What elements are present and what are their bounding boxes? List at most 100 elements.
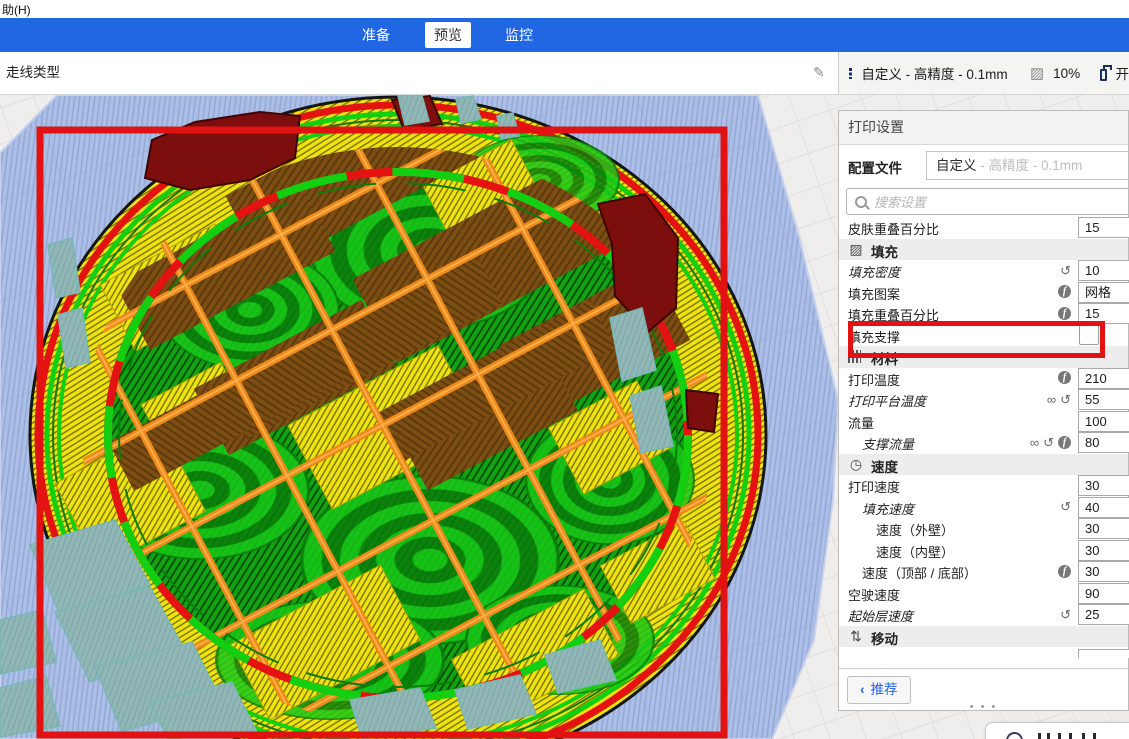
top-bottom-speed-value[interactable]: 30 [1078,561,1129,582]
top-bottom-speed-label: 速度（顶部 / 底部） [862,566,977,581]
row-icons: ∞ ↺ [1047,391,1071,407]
stage-bar: 准备 预览 监控 [0,18,1129,52]
print-settings-summary-bar[interactable]: 自定义 - 高精度 - 0.1mm ▨ 10% 开 [838,52,1129,94]
infill-pattern-value[interactable]: 网格 [1078,281,1129,303]
print-speed-value[interactable]: 30 [1078,475,1129,496]
row-icons: ↺ [1060,262,1071,278]
profile-row: 配置文件 自定义 - 高精度 - 0.1mm [839,151,1128,180]
tab-prepare[interactable]: 准备 [362,27,390,43]
row-icons: f [1058,305,1071,321]
print-temperature: 打印温度 f 210 [839,367,1129,390]
infill-section-icon: ▨ [849,240,863,257]
partial-value-box [1078,649,1129,658]
flow-label: 流量 [848,415,875,431]
fx-icon: f [1058,306,1071,320]
initial-layer-speed: 起始层速度 ↺ 25 [839,604,1129,626]
travel-speed-value[interactable]: 90 [1078,582,1129,604]
tab-preview[interactable]: 预览 [425,22,471,48]
infill-support: 填充支撑 [839,324,1128,347]
outer-wall-speed-label: 速度（外壁） [876,523,955,538]
chevron-left-icon: ‹ [860,682,865,697]
print-temperature-value[interactable]: 210 [1078,367,1129,389]
revert-icon[interactable]: ↺ [1060,391,1071,407]
revert-icon[interactable]: ↺ [1060,262,1071,278]
menu-bar: 助(H) [0,0,1129,18]
section-travel[interactable]: ⇅ 移动 [839,625,1128,647]
inner-wall-speed-value[interactable]: 30 [1078,539,1129,561]
section-label: 填充 [871,244,898,260]
skin-overlap-label: 皮肤重叠百分比 [848,222,940,237]
setting-highlight-annotation [848,321,1105,358]
row-icons: f [1058,370,1071,386]
initial-layer-speed-value[interactable]: 25 [1078,604,1129,625]
pencil-icon[interactable]: ✎ [813,64,825,80]
infill-density-value[interactable]: 10 [1078,260,1129,281]
row-icons: ↺ [1060,499,1071,515]
infill-speed-value[interactable]: 40 [1078,496,1129,518]
section-infill[interactable]: ▨ 填充 [839,238,1128,260]
inner-wall-speed-label: 速度（内壁） [876,544,955,560]
bed-temperature-label: 打印平台温度 [848,394,927,409]
infill-overlap-label: 填充重叠百分比 [848,308,940,323]
fx-icon: f [1058,371,1071,384]
tab-monitor[interactable]: 监控 [505,27,533,43]
recommended-label: 推荐 [870,682,898,697]
infill-percent-text: 10% [1053,65,1081,81]
line-type-dropdown[interactable]: 走线类型 [6,65,60,80]
flow-value[interactable]: 100 [1078,410,1129,432]
support-shards [0,95,674,739]
row-icons: ∞ ↺ f [1030,434,1071,450]
inner-wall-speed: 速度（内壁） 30 [839,539,1129,562]
profile-summary-text: 自定义 - 高精度 - 0.1mm [861,67,1008,82]
revert-icon[interactable]: ↺ [1060,499,1071,514]
help-menu-item[interactable]: 助(H) [2,3,31,17]
spinner-icon [1006,732,1023,739]
outer-wall-speed: 速度（外壁） 30 [839,518,1129,540]
partial-row [839,647,1129,669]
profile-dropdown[interactable]: 自定义 - 高精度 - 0.1mm [926,151,1128,180]
profile-value: 自定义 [936,158,977,173]
infill-speed: 填充速度 ↺ 40 [839,496,1129,519]
bed-temperature-value[interactable]: 55 [1078,389,1129,410]
infill-pattern-label: 填充图案 [848,286,901,302]
bed-temperature: 打印平台温度 ∞ ↺ 55 [839,389,1129,411]
row-icons: f [1058,563,1071,579]
section-label: 速度 [871,459,898,475]
row-icons: f [1058,284,1071,300]
printer-label-text: 开 [1115,67,1129,82]
profile-value-suffix: - 高精度 - 0.1mm [976,158,1083,173]
flow: 流量 100 [839,410,1129,433]
revert-icon[interactable]: ↺ [1060,606,1071,622]
support-flow-value[interactable]: 80 [1078,432,1129,453]
infill-icon: ▨ [1029,64,1045,82]
support-flow: 支撑流量 ∞ ↺ f 80 [839,432,1129,454]
skin-overlap-value[interactable]: 15 [1078,217,1129,238]
search-placeholder: 搜索设置 [874,195,927,210]
search-settings-input[interactable]: 搜索设置 [846,188,1128,215]
infill-density: 填充密度 ↺ 10 [839,260,1129,282]
panel-title: 打印设置 [839,111,1128,145]
clipped-text [1038,733,1108,739]
printer-icon [1099,65,1112,81]
view-toolbar: 走线类型 ✎ 自定义 - 高精度 - 0.1mm ▨ 10% 开 [0,52,1129,95]
bottom-right-popup [985,722,1129,739]
outer-wall-speed-value[interactable]: 30 [1078,518,1129,539]
panel-resize-handle[interactable]: • • • [969,701,998,713]
row-icons: ↺ [1060,606,1071,622]
top-bottom-speed: 速度（顶部 / 底部） f 30 [839,561,1129,583]
print-speed-label: 打印速度 [848,480,901,495]
panel-divider [839,668,1128,669]
travel-speed-label: 空驶速度 [848,587,901,603]
section-speed[interactable]: ◷ 速度 [839,453,1128,475]
fx-icon: f [1058,564,1071,578]
link-icon: ∞ [1046,391,1057,407]
revert-icon[interactable]: ↺ [1043,434,1054,450]
skin-overlap: 皮肤重叠百分比 15 [839,217,1129,239]
initial-layer-speed-label: 起始层速度 [848,609,914,624]
infill-speed-label: 填充速度 [862,501,915,517]
recommended-mode-button[interactable]: ‹ 推荐 [847,676,911,704]
section-label: 移动 [871,631,898,647]
settings-rows: 皮肤重叠百分比 15 ▨ 填充 填充密度 ↺ 10 填充图案 f 网格 填充重叠百分比 f 15 填充支撑… [839,217,1129,669]
travel-speed: 空驶速度 90 [839,582,1129,605]
